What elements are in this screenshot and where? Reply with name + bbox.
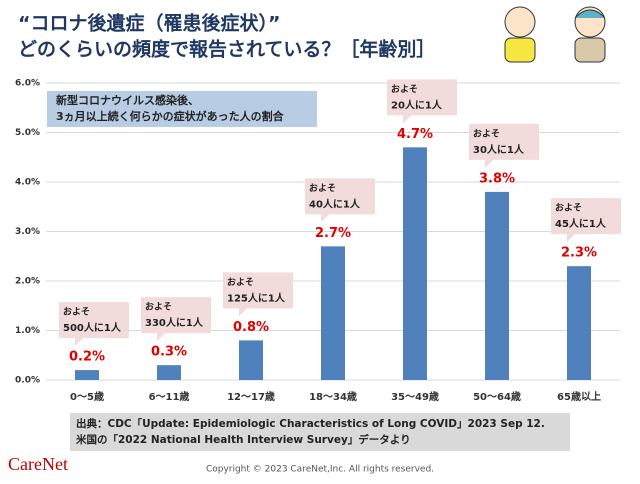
y-tick-label: 6.0%: [15, 79, 40, 89]
callout-text: 125人に1人: [227, 291, 286, 304]
callout-box: [59, 302, 129, 347]
x-tick-label: 35〜49歳: [391, 390, 439, 403]
callout-text: およそ: [391, 84, 418, 95]
logo: CareNet: [8, 454, 68, 474]
bar: [239, 340, 263, 380]
value-label: 0.2%: [69, 350, 105, 365]
callout-text: 45人に1人: [555, 217, 607, 230]
callout-text: およそ: [473, 128, 500, 139]
callout-text: 30人に1人: [473, 143, 525, 156]
callout-text: およそ: [227, 277, 254, 288]
callout-text: 20人に1人: [391, 98, 443, 111]
chart-title: “コロナ後遺症（罹患後症状）”: [18, 12, 280, 35]
value-label: 0.3%: [151, 345, 187, 360]
bar: [567, 266, 591, 380]
source: 出典：CDC「Update: Epidemiologic Characteris…: [76, 417, 545, 430]
y-tick-label: 1.0%: [15, 326, 40, 336]
y-tick-label: 2.0%: [15, 277, 40, 287]
y-tick-label: 3.0%: [15, 227, 40, 237]
bar: [403, 147, 427, 380]
subtitle-box: [47, 91, 317, 127]
callout-text: 330人に1人: [145, 316, 204, 329]
bar: [485, 191, 509, 380]
y-tick-label: 0.0%: [15, 376, 40, 386]
value-label: 2.7%: [315, 226, 351, 241]
subtitle: 3ヵ月以上続く何らかの症状があった人の割合: [56, 109, 285, 123]
subtitle: 新型コロナウイルス感染後、: [56, 93, 199, 107]
x-tick-label: 65歳以上: [557, 390, 601, 403]
bar: [157, 365, 181, 380]
y-tick-label: 4.0%: [15, 178, 40, 188]
callout-text: 500人に1人: [63, 321, 122, 334]
x-tick-label: 6〜11歳: [149, 390, 190, 403]
copyright: Copyright © 2023 CareNet,Inc. All rights…: [206, 465, 434, 475]
callout-text: およそ: [145, 302, 172, 313]
chart-title: どのくらいの頻度で報告されている？［年齢別］: [18, 38, 435, 61]
bar: [321, 246, 345, 380]
callout-text: およそ: [555, 203, 582, 214]
callout-box: [141, 297, 211, 342]
callout-box: [387, 79, 457, 124]
callout-text: 40人に1人: [309, 197, 361, 210]
bar: [75, 370, 99, 380]
x-tick-label: 18〜34歳: [309, 390, 357, 403]
callout-box: [223, 272, 293, 317]
value-label: 3.8%: [479, 171, 515, 186]
source: 米国の「2022 National Health Interview Surve…: [75, 433, 411, 446]
callout-box: [551, 198, 621, 243]
value-label: 0.8%: [233, 320, 269, 335]
callout-text: およそ: [309, 183, 336, 194]
value-label: 4.7%: [397, 127, 433, 142]
callout-box: [469, 123, 539, 168]
callout-text: およそ: [63, 307, 90, 318]
y-tick-label: 5.0%: [15, 128, 40, 138]
x-tick-label: 0〜5歳: [70, 390, 104, 403]
x-tick-label: 12〜17歳: [227, 390, 275, 403]
illustration: [504, 6, 606, 63]
x-tick-label: 50〜64歳: [473, 390, 521, 403]
value-label: 2.3%: [561, 246, 597, 261]
source-box: [70, 413, 570, 451]
callout-box: [305, 178, 375, 223]
